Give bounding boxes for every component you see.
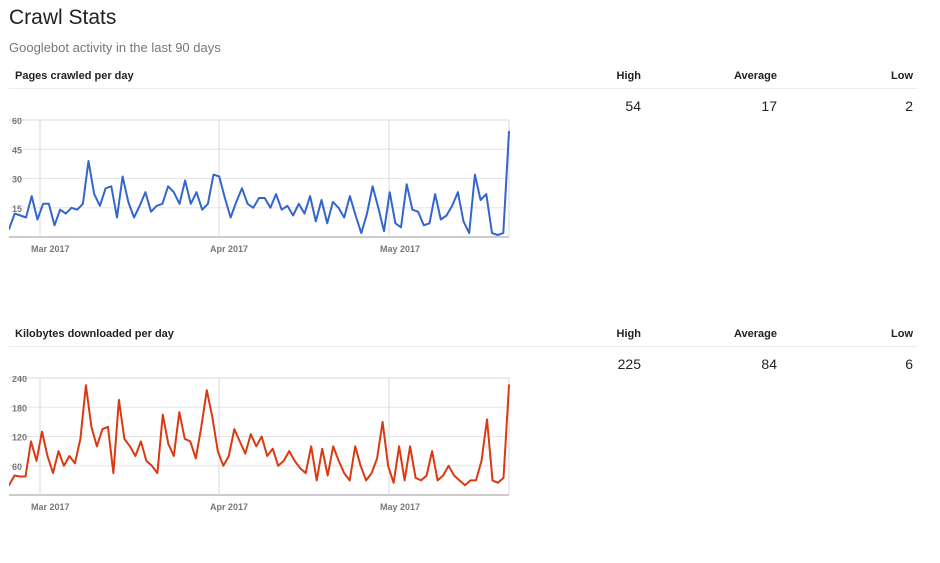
- x-tick-label: Mar 2017: [31, 244, 70, 254]
- y-tick-label: 180: [12, 403, 27, 413]
- average-value: 84: [761, 356, 777, 372]
- y-tick-label: 15: [12, 204, 22, 214]
- y-tick-label: 30: [12, 175, 22, 185]
- y-tick-label: 45: [12, 145, 22, 155]
- x-tick-label: May 2017: [380, 502, 420, 512]
- average-column-header: Average: [733, 328, 777, 340]
- y-tick-label: 60: [12, 462, 22, 472]
- low-column-header: Low: [891, 328, 913, 340]
- x-tick-label: Apr 2017: [210, 502, 248, 512]
- series-line: [9, 384, 510, 487]
- series-line: [9, 130, 510, 236]
- y-tick-label: 240: [12, 376, 27, 384]
- pages-crawled-chart: 15 30 45 60 Mar 2017 Apr 2017 May 2017: [9, 118, 510, 254]
- high-column-header: High: [616, 328, 641, 340]
- average-column-header: Average: [733, 70, 777, 82]
- high-value: 225: [617, 356, 641, 372]
- x-tick-label: Mar 2017: [31, 502, 70, 512]
- pages-crawled-section: Pages crawled per day High Average Low 5…: [9, 68, 917, 254]
- low-value: 6: [905, 356, 913, 372]
- section-label: Pages crawled per day: [15, 70, 134, 82]
- average-value: 17: [761, 98, 777, 114]
- low-value: 2: [905, 98, 913, 114]
- x-tick-label: Apr 2017: [210, 244, 248, 254]
- high-value: 54: [625, 98, 641, 114]
- kilobytes-downloaded-chart: 60 120 180 240 Mar 2017 Apr 2017 May 2017: [9, 376, 510, 512]
- page-subtitle: Googlebot activity in the last 90 days: [9, 40, 221, 55]
- page-title: Crawl Stats: [9, 6, 117, 29]
- high-column-header: High: [616, 70, 641, 82]
- y-tick-label: 120: [12, 433, 27, 443]
- x-tick-label: May 2017: [380, 244, 420, 254]
- section-header: Kilobytes downloaded per day High Averag…: [9, 326, 917, 347]
- section-header: Pages crawled per day High Average Low: [9, 68, 917, 89]
- low-column-header: Low: [891, 70, 913, 82]
- y-tick-label: 60: [12, 118, 22, 126]
- section-label: Kilobytes downloaded per day: [15, 328, 174, 340]
- kilobytes-downloaded-section: Kilobytes downloaded per day High Averag…: [9, 326, 917, 512]
